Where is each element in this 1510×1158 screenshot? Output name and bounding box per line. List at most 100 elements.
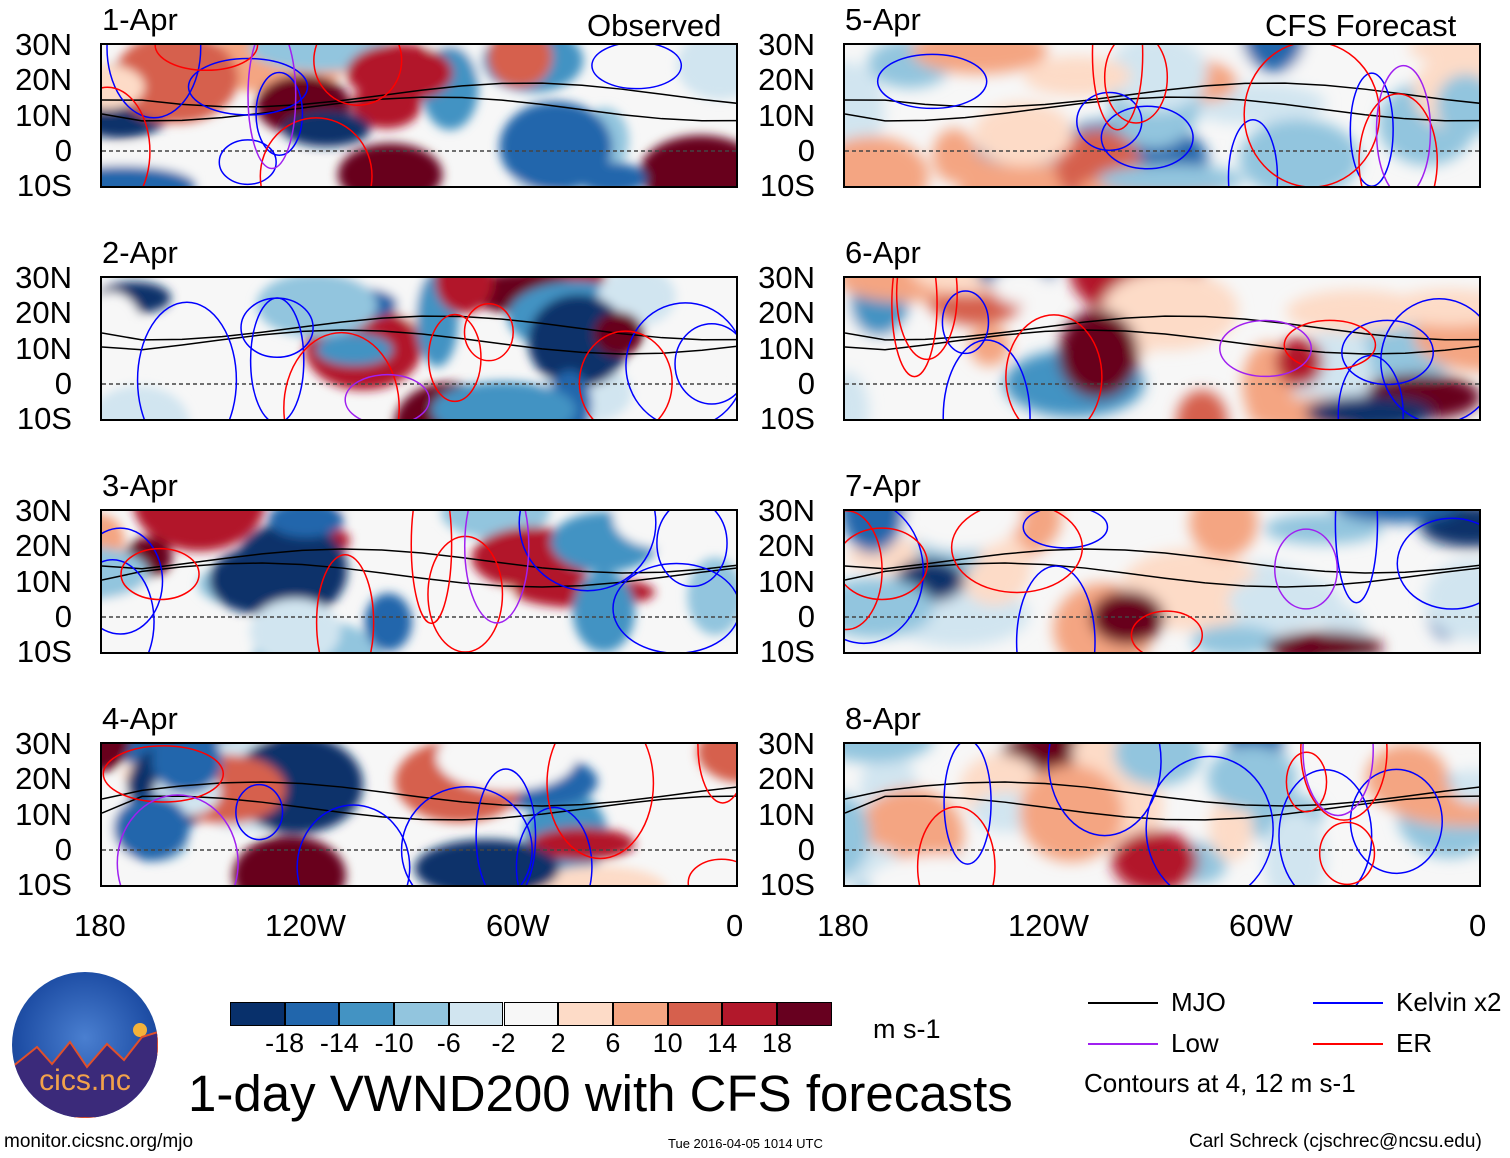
wind-anomaly-blob xyxy=(1209,794,1254,862)
y-tick-label: 30N xyxy=(15,493,72,528)
kelvin-contour xyxy=(591,45,683,90)
y-tick-label: 20N xyxy=(758,62,815,98)
kelvin-contour xyxy=(249,297,305,419)
y-tick-label: 10N xyxy=(15,563,72,599)
kelvin-contour xyxy=(1047,744,1162,837)
colorbar-swatch xyxy=(558,1002,613,1026)
footer-url[interactable]: monitor.cicsnc.org/mjo xyxy=(4,1131,194,1152)
wind-anomaly-blob xyxy=(911,45,1048,75)
mjo-contour xyxy=(102,82,736,108)
wind-anomaly-blob xyxy=(1239,119,1361,186)
er-contour xyxy=(259,117,373,186)
mjo-contour xyxy=(845,781,1479,807)
er-contour xyxy=(845,511,883,631)
low-contour xyxy=(247,45,297,170)
y-tick-label: 10S xyxy=(16,401,72,437)
kelvin-contour xyxy=(255,71,304,156)
wind-anomaly-blob xyxy=(1111,830,1198,885)
wind-anomaly-blob xyxy=(1097,164,1244,186)
legend-label: Low xyxy=(1171,1028,1219,1058)
er-contour xyxy=(687,858,736,885)
wind-anomaly-blob xyxy=(642,327,733,419)
wind-anomaly-blob xyxy=(1023,56,1132,97)
y-tick-label: 0 xyxy=(54,365,72,401)
er-contour xyxy=(916,806,996,885)
wind-anomaly-blob xyxy=(991,278,1050,305)
kelvin-contour xyxy=(942,339,1031,419)
wind-anomaly-blob xyxy=(256,278,377,338)
kelvin-contour xyxy=(656,511,728,588)
wind-anomaly-blob xyxy=(337,143,443,186)
er-contour xyxy=(1318,821,1376,885)
y-tick-label: 10S xyxy=(759,867,815,903)
mjo-contour xyxy=(102,548,736,574)
wind-anomaly-blob xyxy=(639,135,736,186)
er-contour xyxy=(427,313,482,403)
y-tick-label: 20N xyxy=(758,528,815,564)
kelvin-contour xyxy=(235,783,284,841)
colorbar-swatch xyxy=(448,1002,504,1026)
wind-anomaly-blob xyxy=(932,128,976,183)
y-tick-label: 0 xyxy=(797,365,815,401)
er-contour xyxy=(1091,45,1144,131)
wind-anomaly-blob xyxy=(1424,559,1479,640)
colorbar-swatch xyxy=(612,1002,668,1026)
wind-anomaly-blob xyxy=(1337,511,1455,523)
kelvin-contour xyxy=(106,45,202,119)
mjo-contour xyxy=(102,781,736,807)
y-tick-label: 30N xyxy=(758,260,815,295)
kelvin-contour xyxy=(102,559,155,652)
colorbar-tick-label: -10 xyxy=(374,1028,414,1058)
observed-title: Observed xyxy=(587,8,722,43)
colorbar-tick-label: 10 xyxy=(652,1028,683,1058)
wind-anomaly-blob xyxy=(151,744,223,793)
x-tick-label: 60W xyxy=(486,908,550,943)
y-tick-label: 30N xyxy=(15,726,72,761)
wind-anomaly-blob xyxy=(845,577,934,639)
panel-date-label: 2-Apr xyxy=(102,235,178,270)
wind-anomaly-blob xyxy=(845,744,933,763)
y-tick-label: 0 xyxy=(54,598,72,634)
wind-anomaly-blob xyxy=(529,827,635,861)
y-tick-label: 20N xyxy=(758,295,815,331)
mjo-contour xyxy=(845,82,1479,108)
er-contour xyxy=(410,511,453,625)
kelvin-contour xyxy=(1145,755,1274,885)
y-tick-label: 10N xyxy=(758,563,815,599)
y-tick-label: 0 xyxy=(54,831,72,867)
low-contour xyxy=(463,511,530,624)
wind-anomaly-blob xyxy=(845,511,905,553)
colorbar-swatch xyxy=(339,1002,395,1026)
forecast-title: CFS Forecast xyxy=(1265,8,1457,43)
legend-line-mjo xyxy=(1088,1002,1158,1004)
er-contour xyxy=(895,278,958,361)
mjo-contour xyxy=(845,548,1479,574)
wind-anomaly-blob xyxy=(1191,624,1278,652)
colorbar-swatch xyxy=(722,1002,777,1026)
colorbar-swatch xyxy=(667,1002,723,1026)
wind-anomaly-blob xyxy=(351,82,422,129)
mjo-contour xyxy=(845,562,1479,588)
colorbar-tick-label: 6 xyxy=(605,1028,621,1058)
legend-line-er xyxy=(1313,1043,1383,1045)
kelvin-contour xyxy=(612,562,736,652)
map-panel xyxy=(843,43,1481,188)
er-contour xyxy=(102,745,225,803)
colorbar-swatch xyxy=(394,1002,449,1026)
panel-date-label: 3-Apr xyxy=(102,468,178,503)
colorbar-swatch xyxy=(777,1002,832,1026)
wind-anomaly-blob xyxy=(431,381,576,419)
wind-anomaly-blob xyxy=(613,511,708,548)
map-panel xyxy=(100,742,738,887)
y-tick-label: 10N xyxy=(758,330,815,366)
legend-label: MJO xyxy=(1171,987,1226,1017)
er-contour xyxy=(120,547,200,601)
wind-anomaly-blob xyxy=(1436,74,1479,138)
wind-anomaly-blob xyxy=(529,865,666,885)
y-tick-label: 20N xyxy=(15,295,72,331)
footer-author: Carl Schreck (cjschrec@ncsu.edu) xyxy=(1189,1131,1482,1152)
x-tick-label: 0 xyxy=(726,908,744,943)
kelvin-contour xyxy=(475,768,537,885)
kelvin-contour xyxy=(400,786,533,885)
